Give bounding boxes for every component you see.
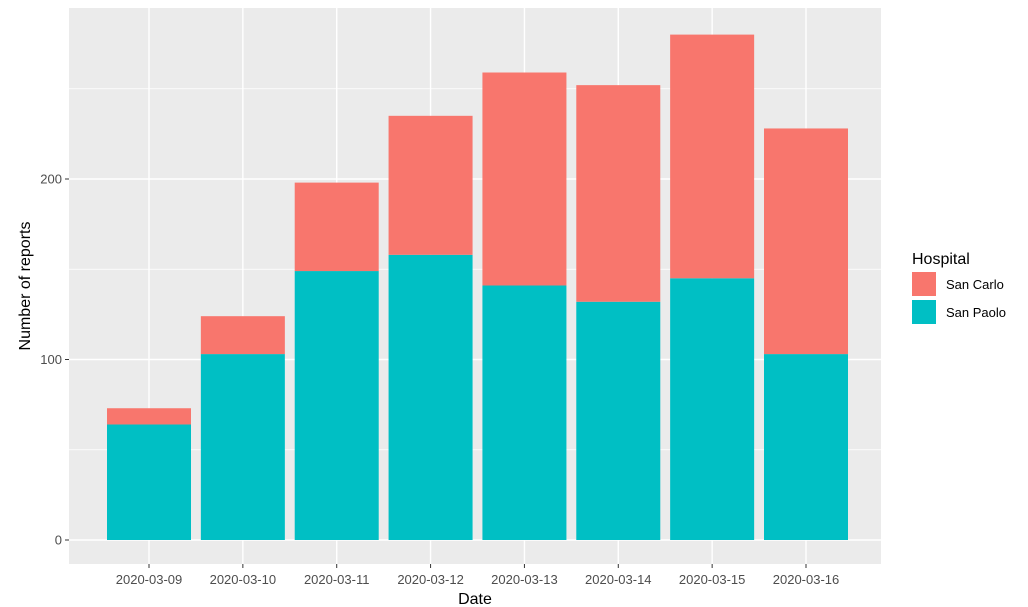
bar-san-paolo (670, 278, 755, 540)
bar-san-carlo (764, 128, 848, 355)
y-axis-ticks: 0 100 200 (40, 172, 69, 548)
x-tick-label: 2020-03-09 (116, 572, 183, 587)
bar-san-paolo (200, 354, 285, 540)
x-tick-label: 2020-03-16 (773, 572, 840, 587)
y-tick-label: 0 (55, 533, 62, 548)
bar-san-paolo (388, 254, 473, 540)
legend-title: Hospital (912, 251, 970, 268)
bar-san-carlo (107, 408, 191, 425)
x-tick-label: 2020-03-12 (397, 572, 464, 587)
bars (107, 34, 848, 540)
legend: Hospital San Carlo San Paolo (912, 251, 1006, 324)
bar-san-carlo (200, 316, 285, 355)
x-tick-label: 2020-03-13 (491, 572, 558, 587)
bar-san-carlo (670, 34, 755, 279)
bar-san-paolo (482, 285, 567, 540)
bar-san-paolo (294, 271, 379, 540)
legend-label-san-carlo: San Carlo (946, 277, 1004, 292)
y-tick-label: 200 (40, 172, 62, 187)
x-tick-label: 2020-03-11 (304, 572, 370, 587)
legend-key-san-carlo (912, 272, 936, 296)
legend-label-san-paolo: San Paolo (946, 305, 1006, 320)
bar-san-carlo (388, 115, 473, 255)
y-axis-title: Number of reports (17, 222, 34, 351)
x-tick-label: 2020-03-15 (679, 572, 746, 587)
y-tick-label: 100 (40, 352, 62, 367)
legend-key-san-paolo (912, 300, 936, 324)
x-tick-label: 2020-03-10 (210, 572, 277, 587)
x-axis-title: Date (458, 591, 492, 607)
x-tick-label: 2020-03-14 (585, 572, 652, 587)
bar-san-carlo (294, 182, 379, 272)
bar-san-paolo (764, 354, 848, 540)
bar-san-carlo (482, 72, 567, 286)
bar-san-paolo (107, 424, 191, 540)
x-axis-ticks: 2020-03-09 2020-03-10 2020-03-11 2020-03-12… (116, 564, 840, 587)
bar-san-paolo (576, 301, 661, 540)
bar-san-carlo (576, 85, 661, 302)
